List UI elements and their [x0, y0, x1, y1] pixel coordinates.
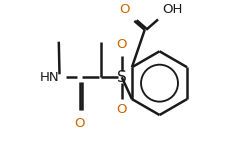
Text: HN: HN [40, 71, 60, 84]
Text: O: O [119, 3, 130, 17]
Text: OH: OH [162, 3, 183, 17]
Text: S: S [117, 70, 127, 85]
Text: O: O [116, 38, 127, 51]
Text: O: O [74, 117, 85, 130]
Text: O: O [116, 103, 127, 116]
